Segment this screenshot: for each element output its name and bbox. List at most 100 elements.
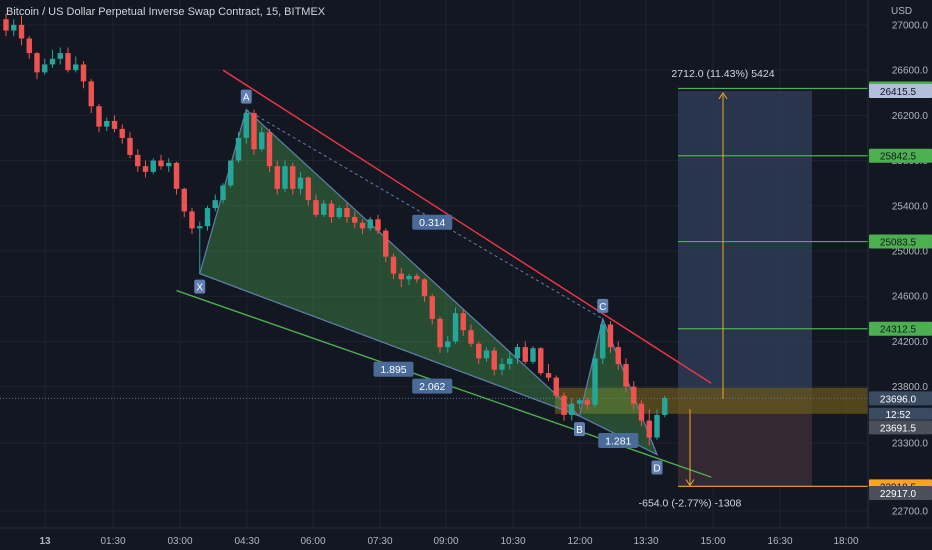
candle-body [561, 395, 567, 415]
x-tick-label: 13 [39, 536, 51, 547]
pattern-point-box [194, 279, 206, 294]
level-price-box [869, 321, 932, 336]
candle-body [499, 364, 505, 370]
candle-body [150, 160, 156, 172]
candle-body [654, 414, 660, 438]
pattern-point-label: D [653, 464, 660, 475]
candle-body [266, 132, 273, 167]
candle-body [406, 275, 412, 280]
y-tick-label: 24600.0 [892, 292, 929, 303]
candle-body [166, 162, 172, 167]
candle-body [321, 203, 327, 215]
price-label: 23691.5 [880, 423, 917, 434]
candle-body [204, 208, 211, 227]
x-tick-label: 07:30 [367, 536, 392, 547]
candle-body [569, 403, 575, 415]
pattern-ac-dotted [245, 109, 604, 320]
pattern-point-box [574, 422, 585, 437]
candle-body [251, 113, 257, 150]
chart-title: Bitcoin / US Dollar Perpetual Inverse Sw… [6, 6, 326, 18]
price-label-box [869, 485, 932, 500]
candle-body [615, 347, 621, 365]
candle-body [243, 113, 249, 138]
time-axis [0, 528, 932, 550]
candle-body [197, 226, 203, 229]
candle-body [483, 350, 490, 359]
candle-body [507, 358, 513, 365]
candle-body [530, 348, 536, 362]
candle-body [96, 106, 102, 127]
loss-arrow-head [685, 479, 695, 487]
x-tick-label: 01:30 [100, 536, 125, 547]
price-label-box [869, 420, 932, 435]
pattern-xb-dotted [199, 273, 580, 417]
x-tick-label: 03:00 [167, 536, 192, 547]
candle-body [111, 120, 118, 129]
candle-body [49, 58, 56, 65]
candle-body [80, 64, 87, 82]
entry-zone [555, 387, 868, 414]
pattern-point-label: X [196, 283, 203, 294]
candle-body [600, 324, 606, 359]
level-price-label: 25842.5 [880, 152, 917, 163]
candle-body [390, 256, 397, 274]
candle-body [344, 208, 350, 218]
candle-body [3, 19, 9, 31]
candle-body [414, 275, 420, 280]
candle-body [336, 208, 342, 218]
candle-body [328, 203, 335, 218]
candle-body [173, 162, 180, 189]
ratio-label: 1.281 [605, 435, 631, 447]
pattern-point-label: B [576, 425, 583, 436]
candle-body [429, 296, 435, 319]
candle-body [88, 81, 94, 107]
candle-body [398, 273, 404, 280]
candle-body [476, 343, 482, 359]
candle-body [553, 377, 559, 396]
candle-body [545, 373, 552, 378]
y-tick-label: 22700.0 [892, 507, 929, 518]
candle-body [445, 341, 451, 348]
x-tick-label: 04:30 [234, 536, 259, 547]
candle-body [73, 64, 79, 71]
candle-body [460, 313, 466, 331]
candle-body [297, 177, 304, 189]
candle-body [584, 400, 590, 405]
candle-body [290, 166, 296, 189]
candle-body [491, 350, 497, 370]
candle-body [367, 219, 373, 229]
candle-body [135, 154, 141, 167]
candle-body [119, 128, 125, 138]
candle-body [34, 53, 40, 73]
y-tick-label: 23800.0 [892, 382, 929, 393]
y-tick-label: 25000.0 [892, 246, 929, 257]
price-label-box [869, 83, 932, 98]
price-label: 26415.5 [880, 87, 917, 98]
candle-body [646, 420, 652, 438]
candle-body [592, 358, 598, 405]
y-tick-label: 26200.0 [892, 111, 929, 122]
price-label: 23696.0 [880, 394, 917, 405]
price-label-box [869, 407, 932, 420]
x-tick-label: 09:00 [433, 536, 458, 547]
y-tick-label: 23300.0 [892, 439, 929, 450]
price-label: 12:52 [885, 410, 910, 421]
candle-body [437, 318, 443, 348]
candle-body [662, 397, 668, 415]
candle-body [468, 330, 474, 344]
candle-body [26, 38, 32, 54]
candle-body [142, 166, 149, 172]
ratio-label: 2.062 [419, 381, 445, 393]
candle-body [42, 64, 48, 73]
x-tick-label: 15:00 [700, 536, 725, 547]
pattern-point-label: C [599, 302, 606, 313]
ratio-label-box [598, 432, 639, 448]
candle-body [18, 24, 25, 39]
loss-label: -654.0 (-2.77%) -1308 [639, 498, 742, 510]
x-tick-label: 16:30 [767, 536, 792, 547]
y-tick-label: 25400.0 [892, 201, 929, 212]
candle-body [305, 177, 311, 201]
candle-body [181, 188, 187, 212]
candle-body [259, 132, 265, 150]
